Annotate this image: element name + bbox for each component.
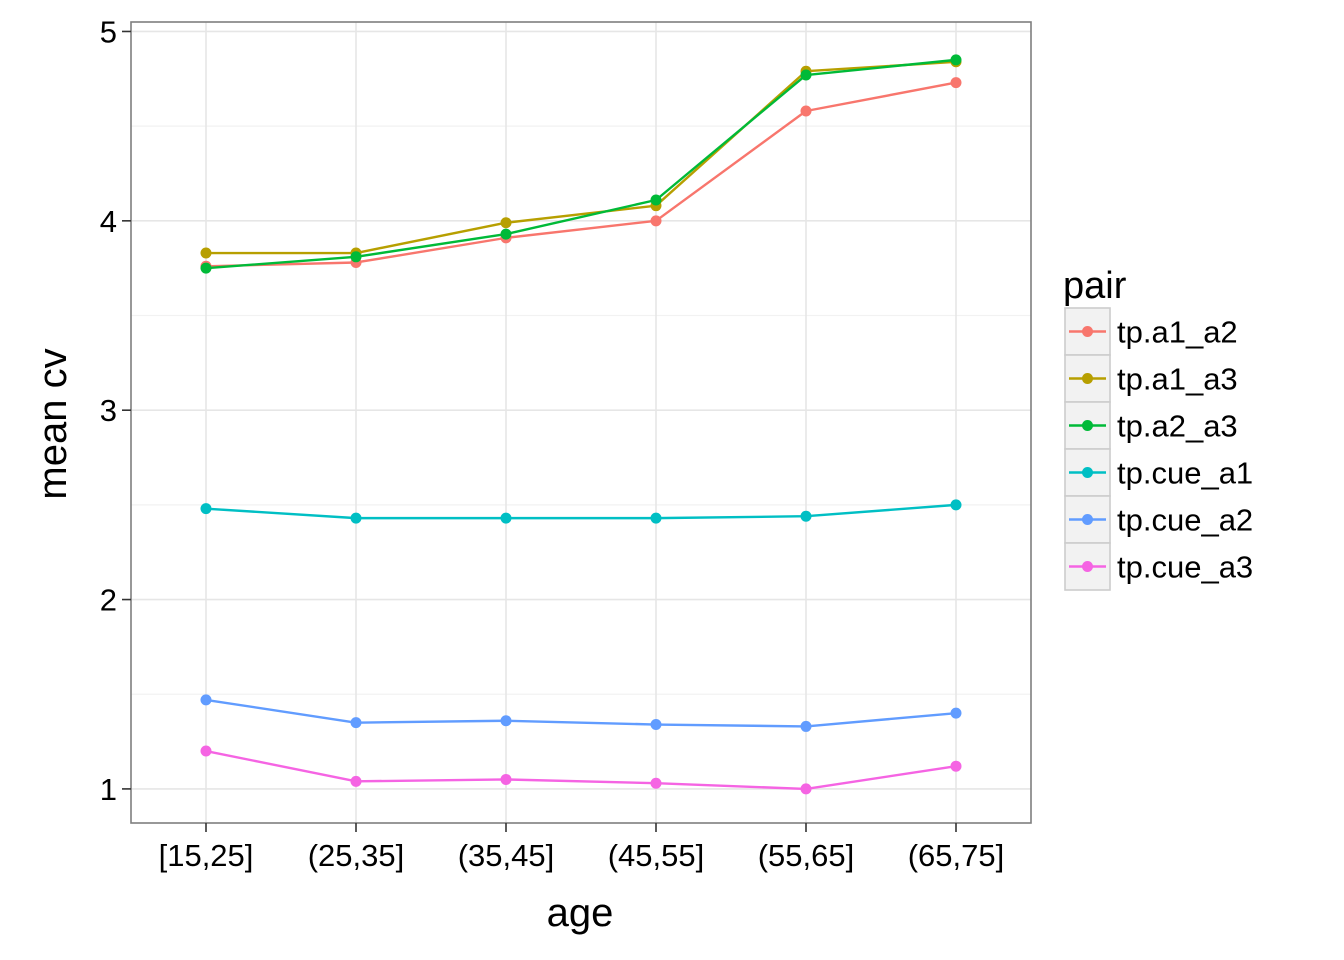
- legend-item: tp.a1_a3: [1064, 354, 1238, 403]
- legend-item: tp.a1_a2: [1064, 307, 1238, 356]
- series-line: [205, 58, 957, 270]
- axes: 1 2 3 4 5 [15,25] (25,35] (35,45] (45,55] (55,65]…: [100, 14, 1032, 873]
- data-point: [350, 251, 362, 263]
- legend-key-point: [1082, 326, 1093, 337]
- data-point: [800, 783, 812, 795]
- data-point: [500, 512, 512, 524]
- series-line: [205, 698, 957, 728]
- legend-label: tp.a2_a3: [1117, 409, 1238, 444]
- data-point: [650, 719, 662, 731]
- series-lines: [200, 54, 962, 795]
- series-tp-cue-a3: [200, 745, 962, 795]
- data-point: [950, 499, 962, 511]
- data-point: [950, 760, 962, 772]
- data-point: [650, 194, 662, 206]
- data-point: [500, 715, 512, 727]
- data-point: [800, 720, 812, 732]
- y-tick-label: 5: [100, 14, 117, 49]
- data-point: [500, 217, 512, 229]
- data-point: [200, 262, 212, 274]
- legend-label: tp.a1_a3: [1117, 362, 1238, 397]
- data-point: [650, 777, 662, 789]
- x-tick-label: [15,25]: [159, 838, 254, 873]
- y-tick-label: 1: [100, 772, 117, 807]
- legend-title: pair: [1063, 265, 1127, 307]
- data-point: [500, 228, 512, 240]
- x-tick-label: (55,65]: [758, 838, 855, 873]
- x-tick-label: (45,55]: [608, 838, 705, 873]
- y-tick-label: 3: [100, 393, 117, 428]
- series-line: [205, 749, 957, 791]
- legend-label: tp.cue_a2: [1117, 503, 1253, 538]
- data-point: [650, 512, 662, 524]
- data-point: [950, 707, 962, 719]
- legend-key-point: [1082, 467, 1093, 478]
- legend-label: tp.cue_a1: [1117, 456, 1253, 491]
- legend: pair tp.a1_a2 tp.a1_a3 tp.a2_a3 tp.cue_a1tp…: [1063, 265, 1253, 591]
- x-tick-label: (25,35]: [308, 838, 405, 873]
- data-point: [200, 247, 212, 259]
- y-tick-label: 4: [100, 204, 117, 239]
- plot-panel: [131, 22, 1031, 823]
- series-line: [205, 503, 957, 520]
- legend-item: tp.cue_a2: [1064, 495, 1253, 544]
- series-tp-cue-a1: [200, 499, 962, 524]
- legend-label: tp.cue_a3: [1117, 550, 1253, 585]
- panel-border: [130, 21, 1032, 824]
- data-point: [800, 105, 812, 117]
- data-point: [650, 215, 662, 227]
- data-point: [200, 694, 212, 706]
- data-point: [500, 773, 512, 785]
- legend-label: tp.a1_a2: [1117, 315, 1238, 350]
- legend-key-point: [1082, 561, 1093, 572]
- x-tick-label: (35,45]: [458, 838, 555, 873]
- legend-item: tp.cue_a3: [1064, 542, 1253, 591]
- data-point: [800, 69, 812, 81]
- data-point: [800, 510, 812, 522]
- legend-key-point: [1082, 514, 1093, 525]
- data-point: [350, 717, 362, 729]
- legend-key-point: [1082, 420, 1093, 431]
- data-point: [950, 54, 962, 66]
- data-point: [950, 77, 962, 89]
- series-line: [206, 60, 957, 255]
- y-tick-label: 2: [100, 583, 117, 618]
- legend-key-point: [1082, 373, 1093, 384]
- grid: [131, 22, 1031, 823]
- legend-item: tp.a2_a3: [1064, 401, 1238, 450]
- data-point: [200, 745, 212, 757]
- x-axis-title: age: [547, 891, 614, 935]
- legend-item: tp.cue_a1: [1064, 448, 1253, 497]
- series-tp-cue-a2: [200, 694, 962, 732]
- data-point: [200, 503, 212, 515]
- data-point: [350, 512, 362, 524]
- series-tp-a2-a3: [200, 54, 962, 274]
- x-tick-label: (65,75]: [908, 838, 1005, 873]
- data-point: [350, 775, 362, 787]
- series-line: [205, 81, 957, 268]
- y-axis-title: mean cv: [31, 348, 75, 499]
